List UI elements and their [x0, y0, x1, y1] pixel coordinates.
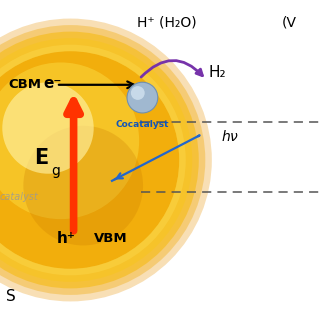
Text: E: E	[35, 148, 49, 168]
Circle shape	[0, 51, 179, 269]
Text: CBM: CBM	[8, 78, 41, 91]
Circle shape	[131, 86, 145, 100]
Text: Cocatalyst: Cocatalyst	[116, 120, 169, 129]
Text: catalyst: catalyst	[0, 192, 39, 202]
Circle shape	[0, 51, 179, 269]
Text: VBM: VBM	[94, 232, 128, 245]
Text: e⁻: e⁻	[43, 76, 61, 91]
Text: (V: (V	[282, 15, 297, 29]
Circle shape	[0, 25, 205, 295]
Circle shape	[0, 32, 199, 288]
Text: $h\nu$: $h\nu$	[221, 129, 239, 143]
Circle shape	[127, 82, 158, 113]
FancyArrowPatch shape	[141, 60, 203, 77]
Circle shape	[2, 82, 94, 174]
Circle shape	[0, 38, 192, 282]
Text: S: S	[6, 289, 16, 304]
Circle shape	[0, 62, 139, 219]
Text: H₂: H₂	[209, 65, 227, 79]
Circle shape	[0, 19, 212, 301]
Text: g: g	[52, 164, 60, 178]
Text: H⁺ (H₂O): H⁺ (H₂O)	[137, 15, 196, 29]
Text: h⁺: h⁺	[56, 231, 75, 246]
Circle shape	[23, 126, 143, 245]
Circle shape	[0, 45, 186, 275]
